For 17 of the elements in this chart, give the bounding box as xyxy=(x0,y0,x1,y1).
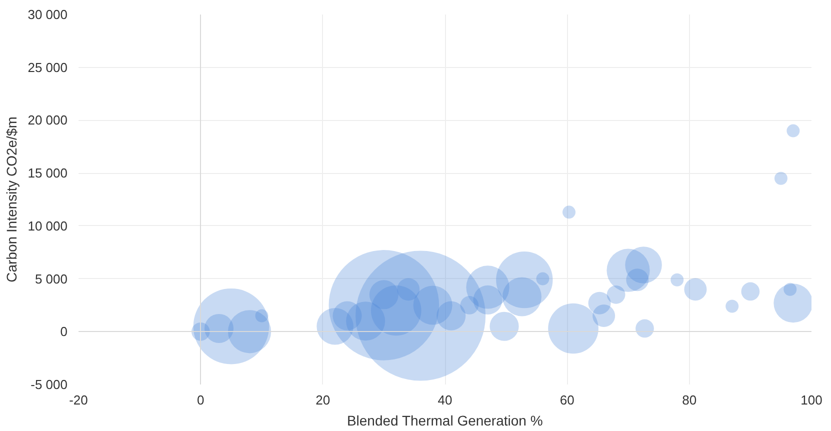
y-tick-label: 15 000 xyxy=(28,166,68,181)
y-tick-label: 10 000 xyxy=(28,218,68,234)
x-tick-label: 80 xyxy=(682,392,697,408)
y-tick-label: 0 xyxy=(60,324,68,340)
x-tick-label: 0 xyxy=(197,392,204,408)
x-axis-title: Blended Thermal Generation % xyxy=(346,412,543,428)
x-tick-label: 100 xyxy=(800,392,822,408)
y-tick-label: 30 000 xyxy=(28,7,68,22)
y-tick-label: 25 000 xyxy=(28,60,68,75)
x-tick-label: 20 xyxy=(316,392,330,408)
y-tick-label: -5 000 xyxy=(30,377,68,392)
x-tick-label: 40 xyxy=(438,392,452,408)
y-tick-label: 5 000 xyxy=(34,271,68,286)
x-tick-label: 60 xyxy=(560,392,574,408)
x-tick-label: -20 xyxy=(69,392,88,408)
y-axis-title: Carbon Intensity CO2e/$m xyxy=(4,116,20,282)
y-tick-label: 20 000 xyxy=(28,112,68,128)
